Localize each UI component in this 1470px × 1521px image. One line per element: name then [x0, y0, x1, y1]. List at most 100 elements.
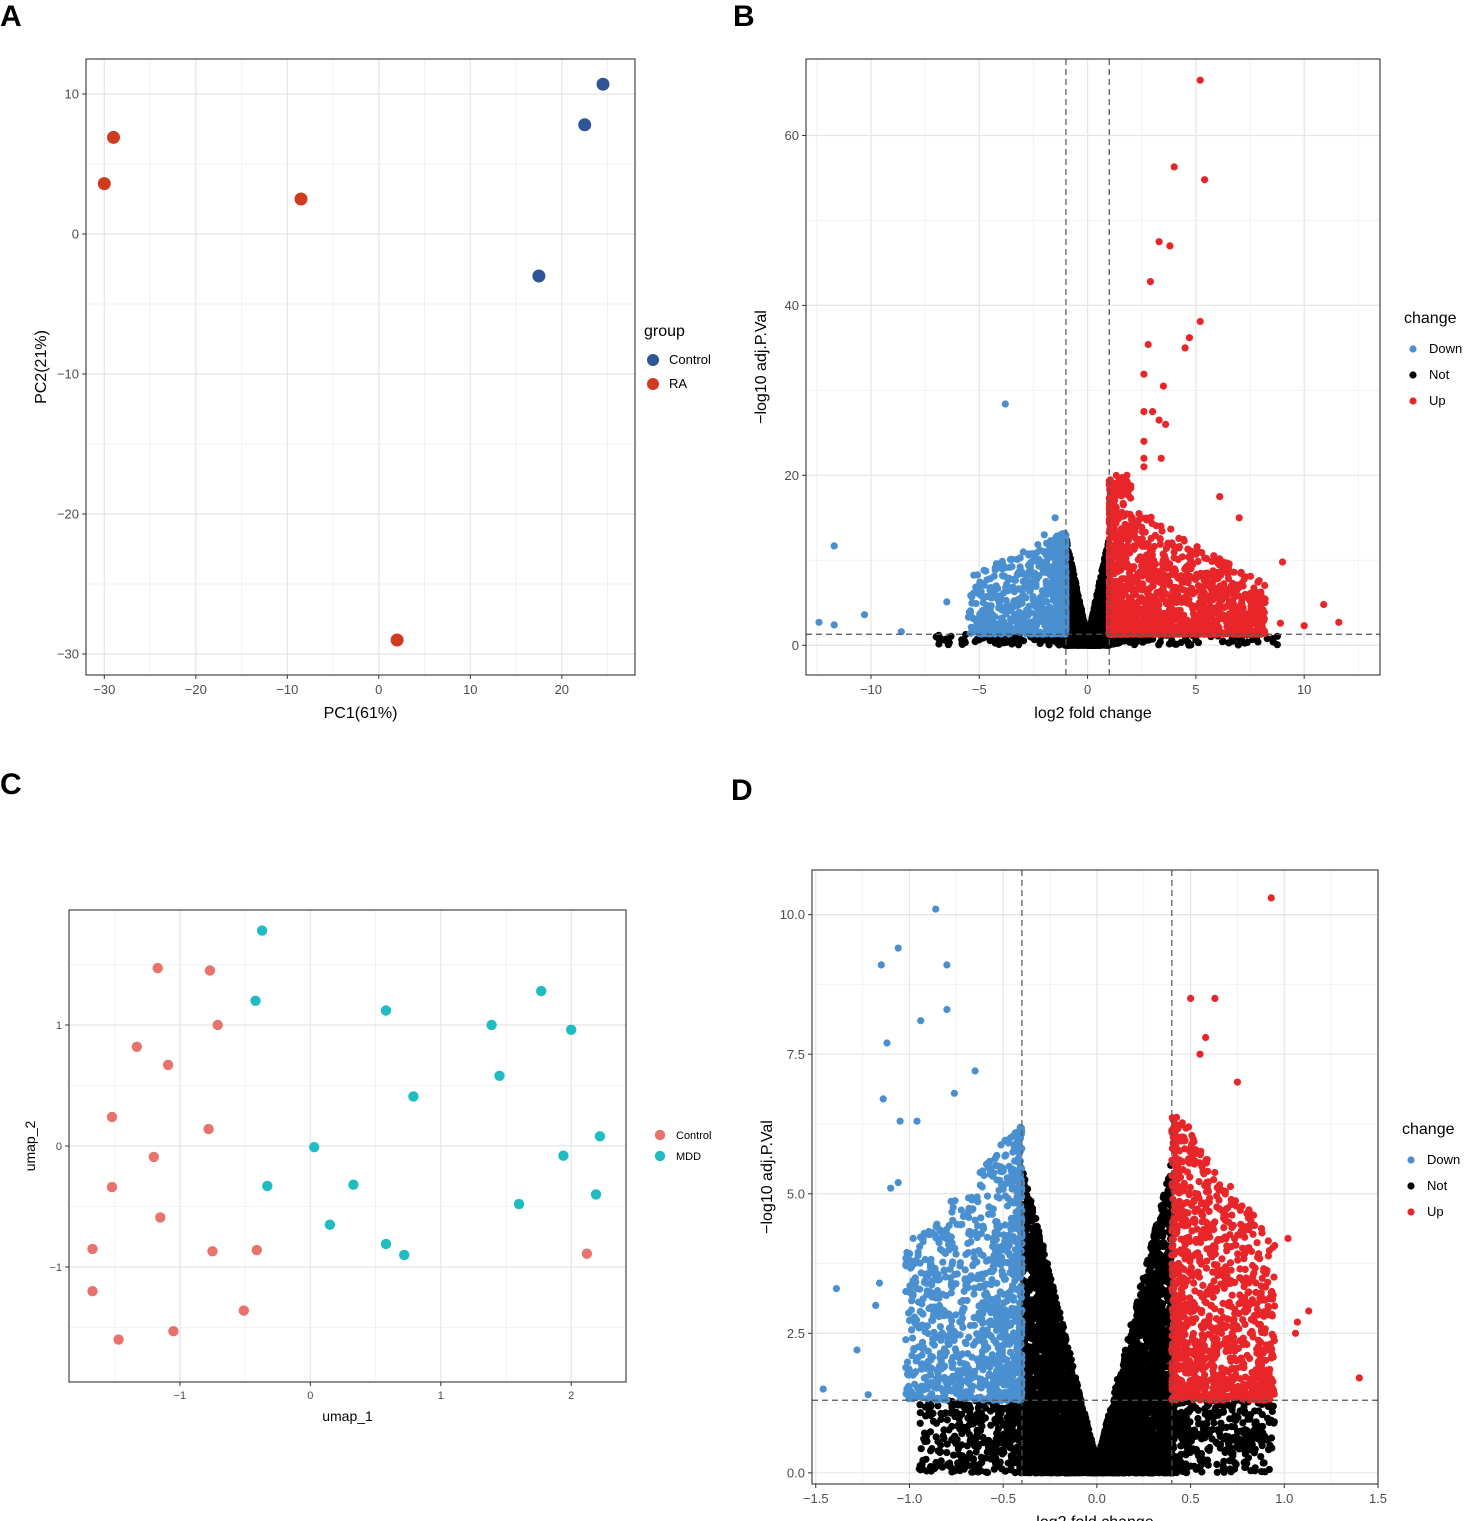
data-point-up	[1197, 593, 1205, 601]
data-point-up	[1171, 567, 1179, 575]
data-point-not	[971, 637, 979, 646]
data-point-up	[1119, 627, 1128, 635]
data-point-up	[1175, 543, 1183, 551]
data-point-up	[1150, 567, 1158, 576]
data-point-down	[1051, 629, 1059, 637]
data-point-down	[1043, 625, 1051, 633]
data-point-down	[1045, 587, 1053, 595]
data-point-up	[1135, 609, 1143, 617]
data-point-down	[1011, 576, 1020, 584]
data-point-down	[1001, 400, 1009, 408]
data-point-up	[1151, 618, 1160, 626]
data-point-up	[1125, 510, 1133, 518]
data-point-up	[1249, 630, 1257, 638]
data-point-up	[1134, 570, 1142, 578]
data-point-up	[1216, 560, 1224, 568]
data-point-up	[1179, 586, 1187, 594]
x-tick-label: −20	[185, 682, 207, 697]
data-point-up	[1130, 545, 1138, 553]
data-point-up	[1116, 529, 1124, 537]
data-point-ra	[97, 177, 111, 191]
data-point-up	[1210, 552, 1218, 560]
data-point-up	[1147, 534, 1155, 542]
data-point-up	[1146, 548, 1154, 557]
data-point-up	[1145, 567, 1153, 575]
data-point-down	[1010, 597, 1018, 605]
data-point-up	[1126, 601, 1134, 609]
data-point-down	[997, 614, 1006, 622]
data-point-up	[1237, 569, 1245, 578]
data-point-up	[1112, 487, 1120, 495]
data-point-down	[1006, 563, 1014, 571]
data-point-up	[1335, 618, 1343, 626]
data-point-down	[1016, 600, 1024, 608]
x-tick-label: 20	[555, 682, 569, 697]
data-point-up	[1127, 494, 1135, 502]
data-point-up	[1164, 541, 1172, 549]
data-point-up	[1120, 611, 1128, 619]
data-point-up	[1115, 589, 1123, 597]
data-point-up	[1252, 603, 1260, 611]
data-point-down	[1015, 585, 1023, 593]
data-point-down	[1050, 554, 1058, 562]
data-point-up	[1146, 604, 1154, 612]
plot-area	[806, 59, 1380, 675]
data-point-up	[1167, 525, 1175, 533]
data-point-down	[1035, 572, 1043, 581]
data-point-control	[532, 269, 546, 283]
data-point-up	[1158, 566, 1166, 574]
data-point-up	[1112, 471, 1120, 480]
data-point-up	[1184, 545, 1192, 553]
y-axis-label: PC2(21%)	[33, 330, 50, 404]
data-point-down	[1013, 555, 1021, 564]
x-tick-label: 10	[463, 682, 477, 697]
data-point-up	[1222, 603, 1230, 611]
data-point-up	[1193, 543, 1201, 551]
data-point-control	[596, 77, 610, 91]
data-point-down	[860, 611, 869, 619]
data-point-up	[1244, 613, 1252, 621]
data-point-down	[994, 592, 1002, 600]
data-point-not	[1099, 567, 1107, 575]
data-point-down	[995, 599, 1004, 607]
data-point-not	[1083, 639, 1091, 647]
data-point-down	[1004, 576, 1012, 584]
plot-area	[97, 77, 610, 647]
data-point-up	[1139, 597, 1147, 605]
plot-border	[85, 58, 636, 676]
y-axis-label: −log10 adj.P.Val	[753, 310, 770, 424]
data-point-up	[1197, 630, 1205, 638]
data-point-up	[1261, 581, 1269, 590]
data-point-not	[1192, 636, 1200, 644]
plot-background	[86, 59, 635, 675]
data-point-up	[1166, 242, 1174, 250]
data-point-down	[1034, 541, 1042, 549]
data-point-down	[992, 582, 1000, 590]
data-point-up	[1203, 569, 1211, 577]
data-point-down	[897, 628, 905, 636]
data-point-down	[1019, 548, 1027, 556]
data-point-up	[1243, 621, 1252, 630]
data-point-up	[1223, 620, 1232, 629]
data-point-down	[984, 628, 993, 636]
data-point-not	[959, 638, 967, 647]
data-point-up	[1110, 534, 1118, 542]
data-point-up	[1258, 593, 1266, 601]
data-point-up	[1208, 605, 1216, 614]
y-tick-label: 60	[785, 128, 799, 143]
data-point-not	[1237, 636, 1246, 644]
data-point-up	[1117, 581, 1125, 590]
data-point-down	[979, 599, 987, 607]
data-point-up	[1221, 567, 1229, 575]
data-point-up	[1126, 563, 1134, 571]
data-point-down	[1042, 577, 1050, 586]
data-point-down	[1014, 610, 1022, 618]
data-point-up	[1119, 535, 1127, 543]
x-tick-label: 0	[1084, 682, 1091, 697]
legend-title: group	[644, 323, 685, 340]
data-point-down	[943, 598, 951, 606]
data-point-down	[986, 610, 994, 618]
data-point-not	[1081, 623, 1089, 632]
data-point-not	[1008, 640, 1016, 648]
data-point-down	[1056, 609, 1064, 617]
